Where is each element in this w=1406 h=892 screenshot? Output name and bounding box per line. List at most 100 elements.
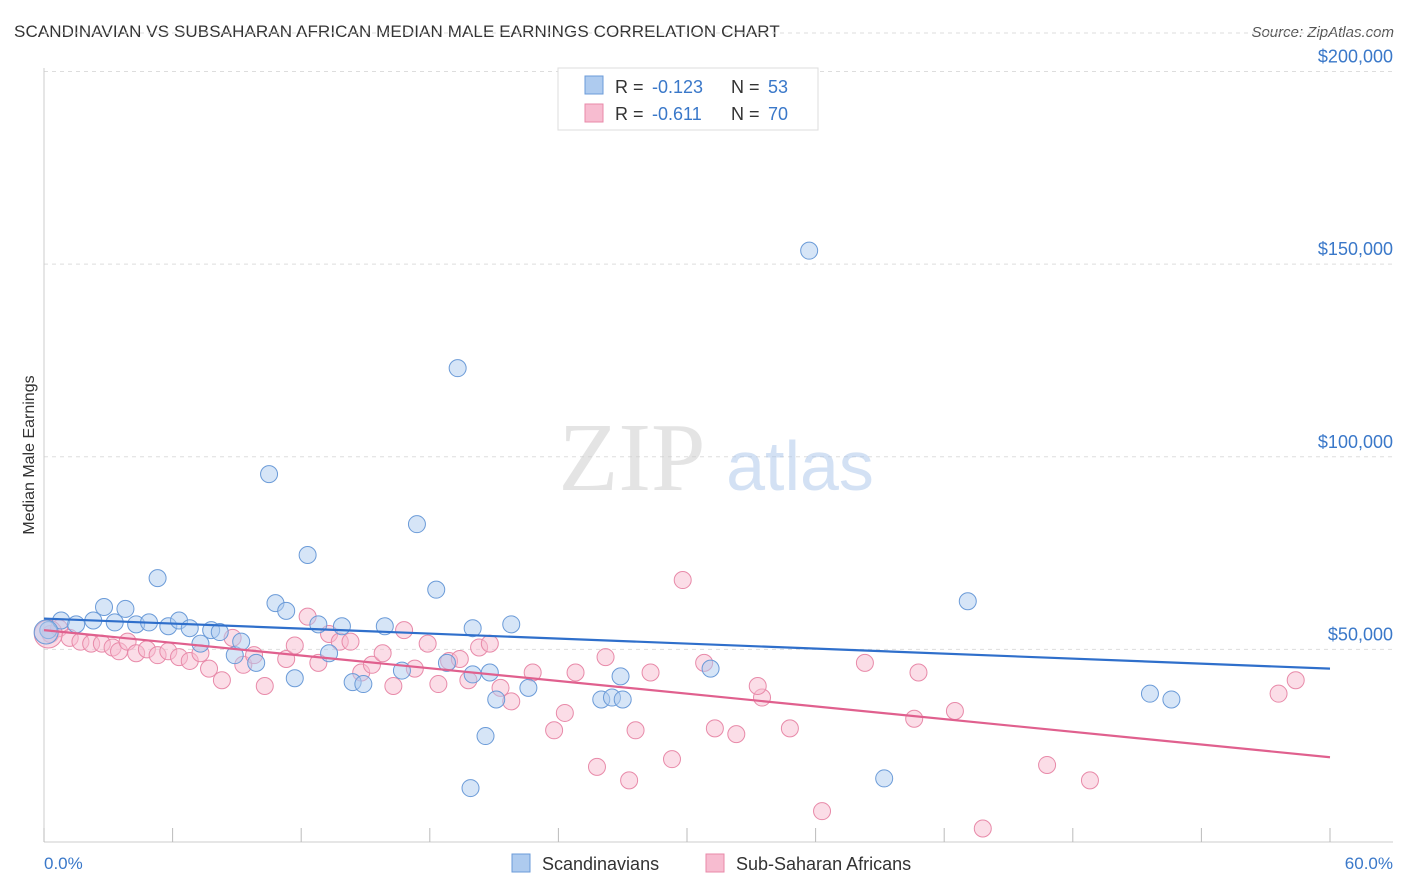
sub-saharan-point <box>200 659 219 678</box>
sub-saharan-point <box>945 702 964 721</box>
legend-r-value-2: -0.611 <box>652 104 702 124</box>
sub-saharan-point <box>587 757 606 776</box>
sub-saharan-point <box>255 676 274 695</box>
y-tick-label: $150,000 <box>1318 239 1393 259</box>
watermark-atlas: atlas <box>726 427 874 505</box>
sub-saharan-point <box>502 692 521 711</box>
x-axis-ticks <box>43 828 1331 842</box>
scandinavian-point <box>476 727 495 746</box>
scandinavian-point <box>463 619 482 638</box>
sub-saharan-point <box>905 709 924 728</box>
scandinavian-point <box>232 632 251 651</box>
legend-swatch-sub-saharan <box>584 103 604 123</box>
sub-saharan-point <box>384 676 403 695</box>
scandinavian-point <box>437 653 456 672</box>
y-tick-label: $100,000 <box>1318 432 1393 452</box>
legend-r-value-1: -0.123 <box>652 77 703 97</box>
sub-saharan-point <box>973 819 992 838</box>
sub-saharan-point <box>673 571 692 590</box>
sub-saharan-point <box>545 721 564 740</box>
sub-saharan-point <box>341 632 360 651</box>
scandinavian-point <box>463 665 482 684</box>
sub-saharan-point <box>620 771 639 790</box>
legend-n-label-2: N = <box>731 104 760 124</box>
scandinavian-point <box>354 675 373 694</box>
legend-bottom-label-sub-saharan: Sub-Saharan Africans <box>736 854 911 874</box>
scandinavian-point <box>67 615 86 634</box>
y-axis-label: Median Male Earnings <box>21 375 38 534</box>
scandinavian-point <box>260 465 279 484</box>
watermark-zip: ZIP <box>559 404 706 512</box>
scandinavian-point <box>958 592 977 611</box>
scandinavian-point <box>285 669 304 688</box>
sub-saharan-point <box>626 721 645 740</box>
scandinavian-point <box>116 599 135 618</box>
sub-saharan-point <box>909 663 928 682</box>
legend-bottom-swatch-sub-saharan <box>705 853 725 873</box>
sub-saharan-point <box>1286 671 1305 690</box>
sub-saharan-point <box>1269 684 1288 703</box>
legend-series: Scandinavians Sub-Saharan Africans <box>511 853 911 874</box>
legend-r-label-2: R = <box>615 104 644 124</box>
sub-saharan-point <box>429 675 448 694</box>
scandinavian-point <box>375 617 394 636</box>
chart-source: Source: ZipAtlas.com <box>1251 24 1394 41</box>
scandinavians-trend-line <box>43 617 1331 670</box>
scandinavian-point <box>480 663 499 682</box>
sub-saharan-point <box>566 663 585 682</box>
sub-saharan-point <box>480 634 499 653</box>
sub-saharan-point <box>1080 771 1099 790</box>
sub-saharan-point <box>418 634 437 653</box>
sub-saharan-point <box>212 671 231 690</box>
sub-saharan-point <box>813 802 832 821</box>
legend-n-value-2: 70 <box>768 104 788 124</box>
legend-swatch-scandinavians <box>584 75 604 95</box>
scandinavian-point <box>448 359 467 378</box>
x-tick-label-min: 0.0% <box>44 854 83 873</box>
sub-saharan-point <box>373 644 392 663</box>
sub-saharan-trend-line <box>43 629 1331 759</box>
scandinavian-point <box>210 623 229 642</box>
scandinavian-point <box>148 569 167 588</box>
scandinavian-point <box>1140 684 1159 703</box>
scandinavian-point <box>180 619 199 638</box>
legend-bottom-swatch-scandinavians <box>511 853 531 873</box>
legend-stats: R = -0.123 N = 53 R = -0.611 N = 70 <box>557 67 819 131</box>
series-scandinavians <box>33 241 1181 798</box>
legend-n-label-1: N = <box>731 77 760 97</box>
scandinavian-point <box>800 241 819 260</box>
sub-saharan-point <box>641 663 660 682</box>
sub-saharan-point <box>285 636 304 655</box>
scandinavian-point <box>95 598 114 617</box>
legend-n-value-1: 53 <box>768 77 788 97</box>
trend-lines <box>43 617 1331 759</box>
sub-saharan-point <box>662 750 681 769</box>
sub-saharan-point <box>748 676 767 695</box>
scandinavian-point <box>461 779 480 798</box>
x-tick-label-max: 60.0% <box>1345 854 1393 873</box>
y-tick-label: $50,000 <box>1328 624 1393 644</box>
chart-title: SCANDINAVIAN VS SUBSAHARAN AFRICAN MEDIA… <box>14 22 780 41</box>
sub-saharan-point <box>596 648 615 667</box>
sub-saharan-point <box>855 653 874 672</box>
sub-saharan-point <box>705 719 724 738</box>
sub-saharan-point <box>780 719 799 738</box>
scandinavian-point <box>298 545 317 564</box>
y-tick-labels: $50,000 $100,000 $150,000 $200,000 <box>1318 47 1393 645</box>
sub-saharan-point <box>727 725 746 744</box>
scandinavian-point <box>407 515 426 534</box>
scandinavian-point <box>427 580 446 599</box>
series-sub-saharan-africans <box>33 571 1305 838</box>
legend-bottom-label-scandinavians: Scandinavians <box>542 854 659 874</box>
y-tick-label: $200,000 <box>1318 47 1393 67</box>
sub-saharan-point <box>555 703 574 722</box>
sub-saharan-point <box>1038 755 1057 774</box>
scandinavian-point <box>487 690 506 709</box>
scandinavian-point <box>611 667 630 686</box>
scandinavian-point <box>247 653 266 672</box>
sub-saharan-point <box>395 621 414 640</box>
scandinavian-point <box>277 601 296 620</box>
scandinavian-point <box>519 678 538 697</box>
watermark: ZIP atlas <box>559 404 874 512</box>
